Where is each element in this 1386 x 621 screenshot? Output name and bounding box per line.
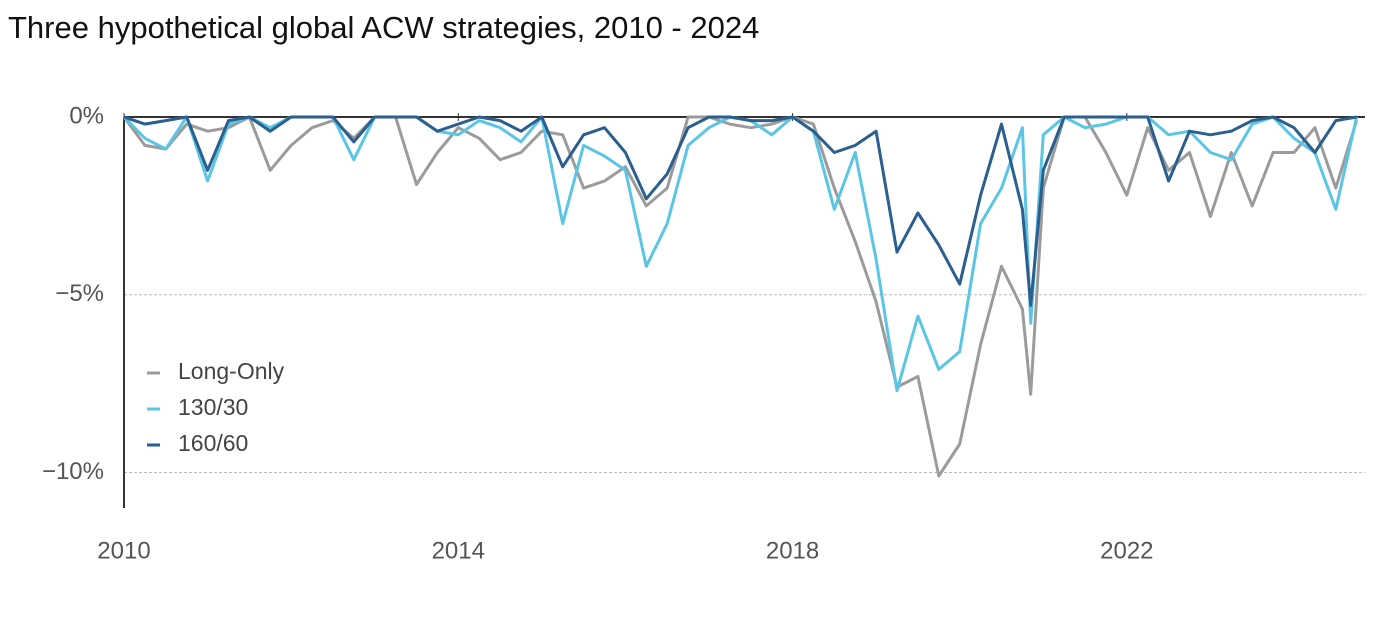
x-tick-label: 2010	[97, 537, 150, 564]
x-tick-label: 2014	[432, 537, 485, 564]
series-line	[123, 115, 1357, 307]
legend-label: Long-Only	[178, 358, 285, 384]
legend-label: 160/60	[178, 430, 248, 456]
x-tick-label: 2022	[1100, 537, 1153, 564]
y-tick-label: −5%	[55, 280, 104, 307]
series-line	[122, 115, 1359, 393]
x-tick-label: 2018	[766, 537, 819, 564]
chart-title: Three hypothetical global ACW strategies…	[8, 10, 759, 45]
legend-label: 130/30	[178, 394, 248, 420]
series-line	[122, 115, 1359, 478]
y-tick-label: 0%	[69, 102, 104, 129]
y-tick-label: −10%	[42, 458, 104, 485]
